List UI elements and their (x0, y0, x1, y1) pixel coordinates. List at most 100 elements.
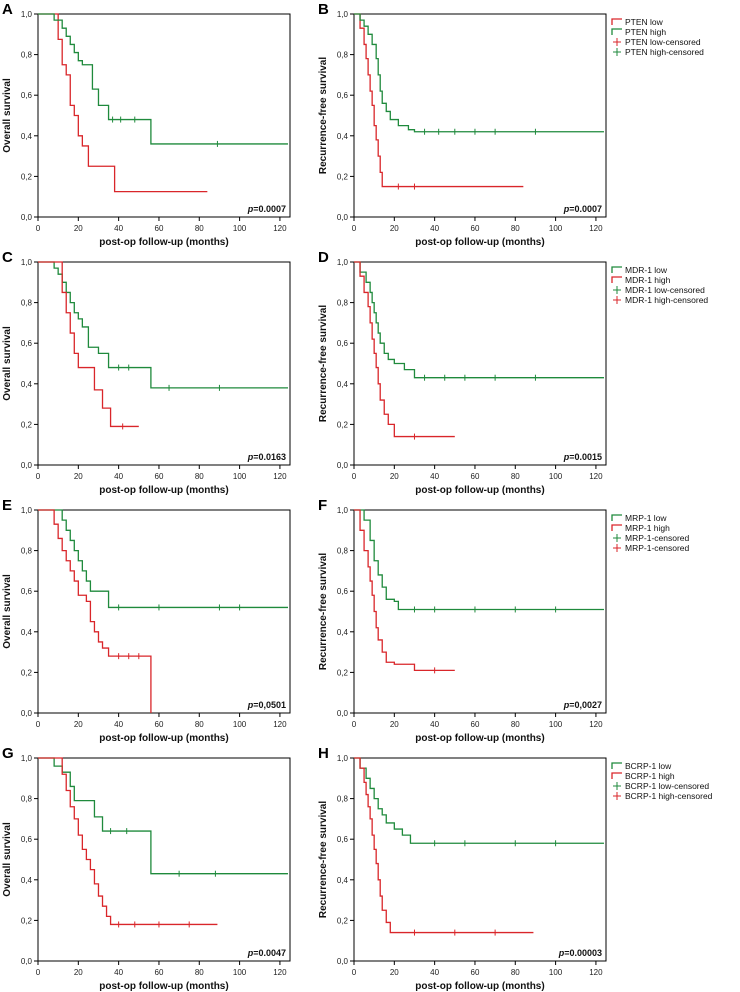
x-axis-label: post-op follow-up (months) (99, 485, 228, 496)
p-value: p=0.0015 (563, 452, 602, 462)
plot-frame (353, 13, 607, 218)
legend-entry: MDR-1 low-censored (625, 285, 705, 295)
y-tick-label: 0,8 (337, 299, 349, 308)
km-curve-pten-high (354, 13, 604, 133)
y-tick-label: 0,6 (21, 587, 33, 596)
plot-frame (37, 757, 291, 962)
y-tick-label: 0,8 (337, 51, 349, 60)
y-tick-label: 0,4 (21, 876, 33, 885)
legend-entry: MDR-1 high-censored (625, 295, 708, 305)
p-value-text: =0.00003 (564, 948, 602, 958)
x-tick-label: 60 (471, 472, 480, 481)
y-tick-label: 1,0 (337, 506, 349, 515)
x-tick-label: 120 (273, 720, 287, 729)
x-axis-label: post-op follow-up (months) (99, 981, 228, 992)
x-tick-label: 60 (155, 968, 164, 977)
km-curve-mdr-1-low (354, 261, 604, 379)
y-tick-label: 0,6 (21, 339, 33, 348)
x-tick-label: 60 (155, 224, 164, 233)
panel-g: G 0 20 40 60 80 100 120 0,0 0,2 0,4 0,6 0,8 1,0 post-o… (2, 745, 291, 992)
plot-frame (353, 757, 607, 962)
p-value: p=0.00003 (558, 948, 602, 958)
x-tick-label: 0 (352, 224, 357, 233)
x-axis-label: post-op follow-up (months) (415, 981, 544, 992)
x-axis-label: post-op follow-up (months) (415, 733, 544, 744)
x-tick-label: 80 (511, 720, 520, 729)
panel-h: H 0 20 40 60 80 100 120 0,0 0,2 0,4 0,6 0,8 1,0 post-o… (318, 745, 713, 992)
x-tick-label: 0 (352, 968, 357, 977)
plot-frame (37, 13, 291, 218)
km-curve-mdr-1-high (38, 261, 139, 428)
y-tick-label: 0,8 (337, 547, 349, 556)
x-tick-label: 100 (233, 720, 247, 729)
x-tick-label: 20 (390, 720, 399, 729)
x-axis-label: post-op follow-up (months) (99, 237, 228, 248)
x-tick-label: 0 (36, 720, 41, 729)
panel-b: B 0 20 40 60 80 100 120 0,0 0,2 0,4 0,6 0,8 1,0 post-o… (318, 1, 704, 248)
y-tick-label: 0,8 (21, 795, 33, 804)
y-axis-label: Overall survival (2, 574, 13, 649)
x-tick-label: 120 (273, 968, 287, 977)
p-symbol: p (558, 948, 565, 958)
legend-entry: BCRP-1 low (625, 761, 672, 771)
panel-c: C 0 20 40 60 80 100 120 0,0 0,2 0,4 0,6 0,8 1,0 post-o… (2, 249, 291, 496)
legend-entry: MDR-1 low (625, 265, 668, 275)
p-value-text: =0,0027 (569, 700, 602, 710)
y-tick-label: 0,2 (337, 420, 349, 429)
plot-frame (353, 261, 607, 466)
plot-frame (37, 261, 291, 466)
p-value: p=0,0501 (247, 700, 286, 710)
legend-swatch-line (611, 276, 622, 283)
x-axis-label: post-op follow-up (months) (99, 733, 228, 744)
x-tick-label: 60 (471, 224, 480, 233)
km-curve-bcrp-1-low (354, 757, 604, 844)
x-tick-label: 60 (471, 968, 480, 977)
x-tick-label: 120 (589, 720, 603, 729)
legend-entry: MRP-1 low (625, 513, 667, 523)
x-tick-label: 120 (273, 224, 287, 233)
p-symbol: p (247, 204, 254, 214)
p-symbol: p (247, 700, 254, 710)
p-symbol: p (563, 204, 570, 214)
x-tick-label: 0 (36, 472, 41, 481)
y-tick-label: 0,0 (337, 957, 349, 966)
x-tick-label: 100 (233, 968, 247, 977)
p-symbol: p (247, 948, 254, 958)
panel-f: F 0 20 40 60 80 100 120 0,0 0,2 0,4 0,6 0,8 1,0 post-o… (318, 497, 690, 744)
p-value-text: =0.0163 (253, 452, 286, 462)
y-axis-label: Recurrence-free survival (318, 553, 329, 671)
x-tick-label: 20 (390, 968, 399, 977)
x-tick-label: 80 (511, 472, 520, 481)
legend-swatch-line (611, 18, 622, 25)
y-tick-label: 0,4 (337, 628, 349, 637)
y-tick-label: 0,0 (337, 709, 349, 718)
panel-a: A 0 20 40 60 80 100 120 0,0 0,2 0,4 0,6 0,8 1,0 post-o… (2, 1, 291, 248)
legend-entry: MRP-1-censored (625, 543, 690, 553)
p-value-text: =0.0047 (253, 948, 286, 958)
x-tick-label: 40 (114, 472, 123, 481)
x-tick-label: 60 (471, 720, 480, 729)
panel-letter: D (318, 249, 329, 266)
y-axis-label: Overall survival (2, 822, 13, 897)
y-tick-label: 0,2 (337, 172, 349, 181)
y-tick-label: 0,6 (337, 835, 349, 844)
x-tick-label: 20 (390, 224, 399, 233)
p-value: p=0.0047 (247, 948, 286, 958)
y-tick-label: 0,4 (21, 132, 33, 141)
x-tick-label: 120 (273, 472, 287, 481)
x-tick-label: 20 (74, 472, 83, 481)
y-tick-label: 0,6 (337, 339, 349, 348)
x-axis-label: post-op follow-up (months) (415, 237, 544, 248)
legend-entry: PTEN low-censored (625, 37, 701, 47)
legend-entry: PTEN high (625, 27, 666, 37)
y-axis-label: Recurrence-free survival (318, 801, 329, 919)
y-axis-label: Overall survival (2, 78, 13, 153)
x-tick-label: 80 (195, 968, 204, 977)
legend-entry: PTEN high-censored (625, 47, 704, 57)
km-curve-mrp-1-high (38, 509, 152, 713)
panel-e: E 0 20 40 60 80 100 120 0,0 0,2 0,4 0,6 0,8 1,0 post-o… (2, 497, 291, 744)
km-curve-bcrp-1-low (38, 757, 288, 875)
y-tick-label: 0,4 (337, 876, 349, 885)
